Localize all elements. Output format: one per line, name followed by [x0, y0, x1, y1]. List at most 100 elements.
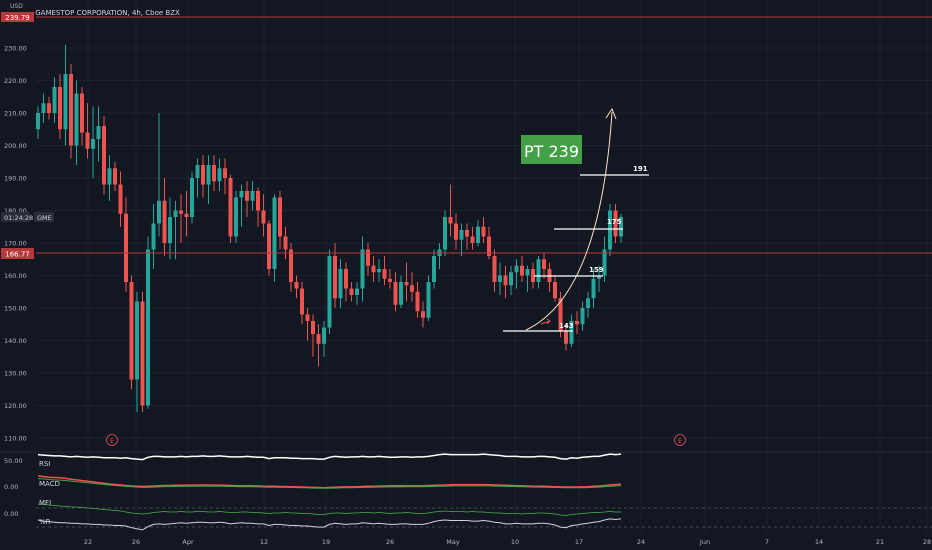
candle — [272, 194, 277, 282]
candle — [542, 252, 546, 279]
candle — [74, 80, 79, 165]
legend-close-icon[interactable] — [6, 7, 14, 15]
candle — [201, 155, 205, 198]
candle — [305, 308, 310, 341]
candle — [267, 220, 271, 276]
candle — [327, 249, 332, 334]
candle — [58, 74, 62, 139]
macd-signal-line — [37, 478, 622, 489]
projection-curve — [525, 111, 613, 331]
candle — [349, 282, 354, 302]
candle — [388, 269, 392, 289]
price-tick-label: 210.00 — [4, 110, 27, 118]
candle — [80, 87, 84, 146]
earnings-marker-1[interactable]: E — [106, 434, 118, 446]
candle — [113, 161, 117, 191]
candle — [239, 184, 244, 227]
candle — [96, 106, 101, 162]
last-price-text: 166.77 — [5, 251, 30, 259]
candle — [393, 272, 398, 312]
candle — [63, 44, 68, 146]
macd-tick: 0.00 — [4, 483, 18, 491]
candle — [459, 223, 464, 256]
rsi-line — [37, 453, 622, 461]
top-price-badge — [1, 12, 34, 22]
price-tick-label: 150.00 — [4, 305, 27, 313]
candle — [283, 226, 288, 260]
candle — [602, 236, 607, 282]
candle — [514, 259, 519, 289]
candle — [613, 204, 618, 243]
candle — [190, 171, 194, 224]
candle — [129, 275, 134, 390]
last-price-badge — [1, 248, 34, 259]
candle — [250, 181, 255, 211]
candle — [415, 282, 420, 318]
time-tick-label: 28 — [923, 538, 931, 546]
candle — [426, 275, 431, 321]
candle — [591, 269, 596, 308]
candle — [333, 243, 337, 308]
price-tick-label: 180.00 — [4, 207, 27, 215]
rsi-label: RSI — [39, 460, 50, 468]
candle — [476, 220, 480, 247]
candle — [179, 194, 183, 243]
candle — [366, 243, 370, 276]
wr-label: %R — [39, 518, 51, 526]
candle — [377, 259, 381, 282]
wr-line — [37, 518, 622, 531]
price-tick-label: 230.00 — [4, 45, 27, 53]
price-tick-label: 200.00 — [4, 142, 27, 150]
candle — [553, 275, 557, 302]
rsi-tick: 50.00 — [4, 457, 23, 465]
candle — [85, 103, 90, 159]
price-axis[interactable]: 230.00 220.00 210.00 200.00 190.00 180.00 170.… — [4, 45, 27, 443]
countdown-badge — [1, 212, 30, 222]
candle — [102, 116, 106, 195]
candle — [575, 311, 579, 334]
time-tick-label: 26 — [386, 538, 394, 546]
candle — [135, 291, 139, 412]
top-price-badge-text: 239.79 — [5, 14, 30, 22]
level-191-label: 191 — [633, 165, 648, 173]
candle — [382, 256, 387, 286]
candle — [404, 262, 409, 302]
candle — [278, 191, 282, 250]
candle — [481, 217, 486, 243]
candle — [146, 236, 150, 409]
candle — [547, 262, 552, 292]
price-tick-label: 190.00 — [4, 175, 27, 183]
candle — [344, 262, 348, 302]
candles — [36, 44, 623, 412]
level-143-label: 143 — [559, 322, 574, 330]
price-tick-label: 140.00 — [4, 337, 27, 345]
earnings-marker-2[interactable]: E — [674, 434, 686, 446]
candle — [536, 256, 541, 289]
candle — [124, 197, 128, 292]
time-tick-label: 7 — [765, 538, 769, 546]
candle — [223, 158, 227, 195]
time-tick-label: 10 — [511, 538, 519, 546]
time-tick-label: Apr — [182, 538, 194, 546]
candle — [509, 265, 513, 295]
candle — [520, 256, 524, 282]
price-target-label: PT 239 — [524, 142, 579, 161]
candle — [443, 210, 447, 256]
candle — [360, 236, 365, 302]
svg-text:E: E — [110, 438, 114, 445]
candle — [558, 291, 563, 338]
candle — [338, 259, 343, 308]
candle — [355, 282, 359, 305]
candle — [531, 262, 535, 289]
time-tick-label: 24 — [637, 538, 645, 546]
projection-arrowhead — [605, 107, 617, 120]
price-tick-label: 220.00 — [4, 77, 27, 85]
candle — [162, 178, 167, 256]
symbol-badge — [34, 212, 54, 222]
candle — [316, 324, 321, 367]
chart-title: GAMESTOP CORPORATION, 4h, Cboe BZX — [35, 9, 180, 17]
time-axis[interactable]: 22 26 Apr 12 19 26 May 10 17 24 Jun 7 14 21 28 — [84, 538, 931, 546]
candle — [432, 249, 436, 289]
